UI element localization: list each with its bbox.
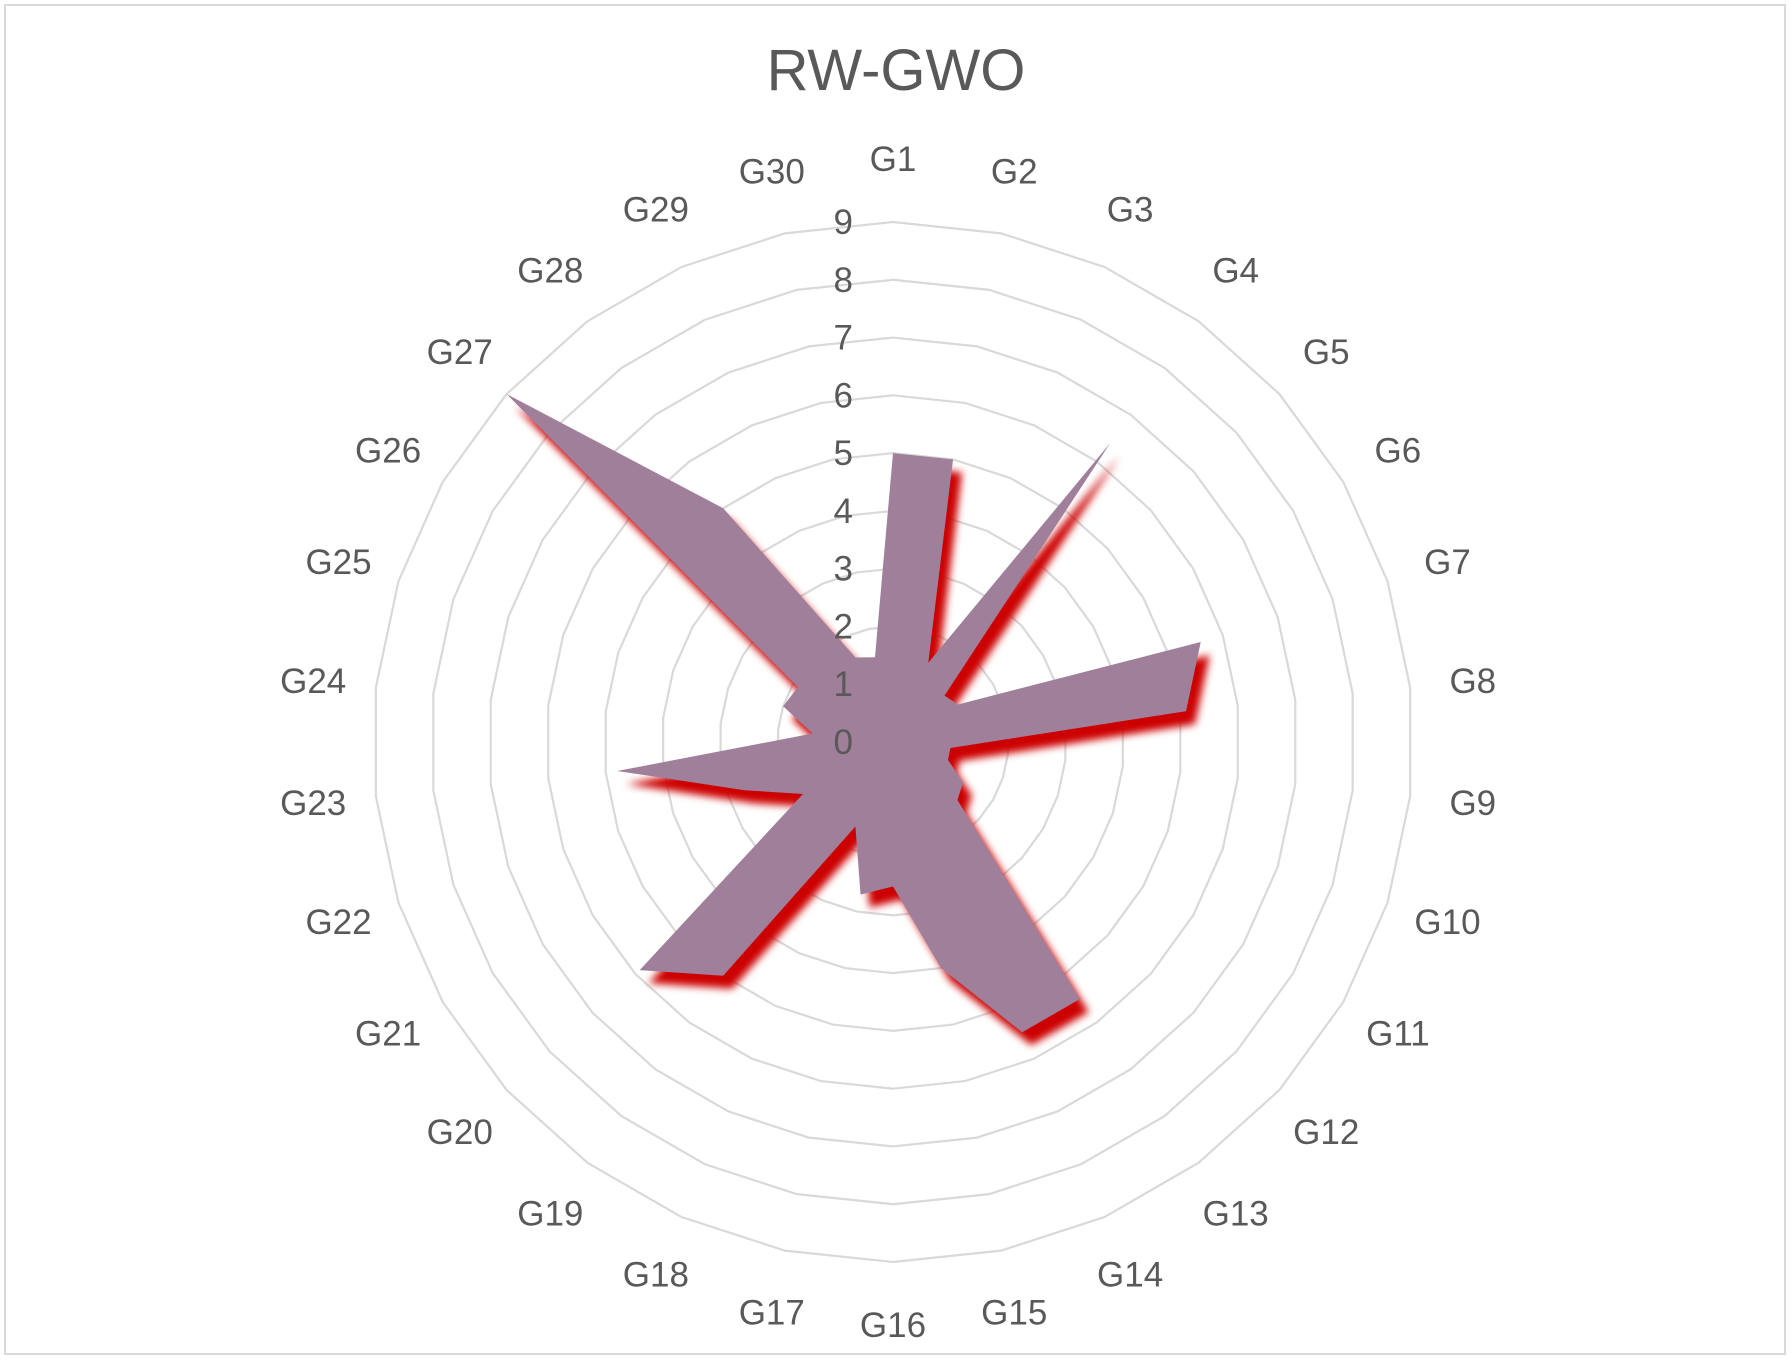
r-tick-label-2: 2 [834,607,853,646]
category-label-G19: G19 [517,1195,583,1234]
category-label-G8: G8 [1449,662,1496,701]
grid-ring-5 [604,452,1182,1032]
r-tick-label-1: 1 [834,665,853,704]
grid-ring-7 [489,336,1297,1148]
category-label-G5: G5 [1303,333,1350,372]
category-label-G14: G14 [1097,1256,1163,1295]
radial-tick-labels: 0 1 2 3 4 5 6 7 8 9 [834,203,853,762]
radar-grid [374,220,1412,1264]
grid-ring-3 [719,567,1067,917]
category-label-G27: G27 [427,333,493,372]
category-label-G22: G22 [305,903,371,942]
category-label-G6: G6 [1375,432,1422,471]
r-tick-label-9: 9 [834,203,853,242]
category-label-G1: G1 [870,140,917,179]
category-label-G9: G9 [1449,784,1496,823]
category-label-G23: G23 [280,784,346,823]
category-label-G2: G2 [991,153,1038,192]
r-tick-label-0: 0 [834,723,853,762]
r-tick-label-8: 8 [834,261,853,300]
category-label-G4: G4 [1212,251,1259,290]
category-label-G12: G12 [1293,1113,1359,1152]
r-tick-label-5: 5 [834,434,853,473]
grid-ring-6 [547,394,1239,1090]
category-label-G16: G16 [860,1306,926,1345]
category-label-G13: G13 [1203,1195,1269,1234]
r-tick-label-3: 3 [834,550,853,589]
category-label-G15: G15 [981,1293,1047,1332]
category-label-G21: G21 [355,1015,421,1054]
series-area-group [506,394,1201,1033]
category-label-G24: G24 [280,662,346,701]
category-label-G17: G17 [739,1293,805,1332]
category-label-G25: G25 [305,543,371,582]
category-labels: G1 G2 G3 G4 G5 G6 G7 G8 G9 G10 G11 G12 G13 G14 G15 G16 G… [280,140,1496,1345]
grid-ring-9 [374,220,1412,1264]
category-label-G11: G11 [1366,1015,1430,1054]
category-label-G28: G28 [517,251,583,290]
category-label-G10: G10 [1414,903,1480,942]
category-label-G26: G26 [355,432,421,471]
grid-ring-8 [432,278,1354,1206]
series-area [506,394,1201,1033]
chart-title: RW-GWO [766,38,1026,103]
category-label-G29: G29 [623,190,689,229]
category-label-G18: G18 [623,1256,689,1295]
category-label-G3: G3 [1107,190,1154,229]
r-tick-label-6: 6 [834,376,853,415]
category-label-G30: G30 [739,153,805,192]
grid-ring-4 [662,509,1124,975]
category-label-G20: G20 [427,1113,493,1152]
r-tick-label-4: 4 [834,492,853,531]
category-label-G7: G7 [1424,543,1471,582]
r-tick-label-7: 7 [834,319,853,358]
